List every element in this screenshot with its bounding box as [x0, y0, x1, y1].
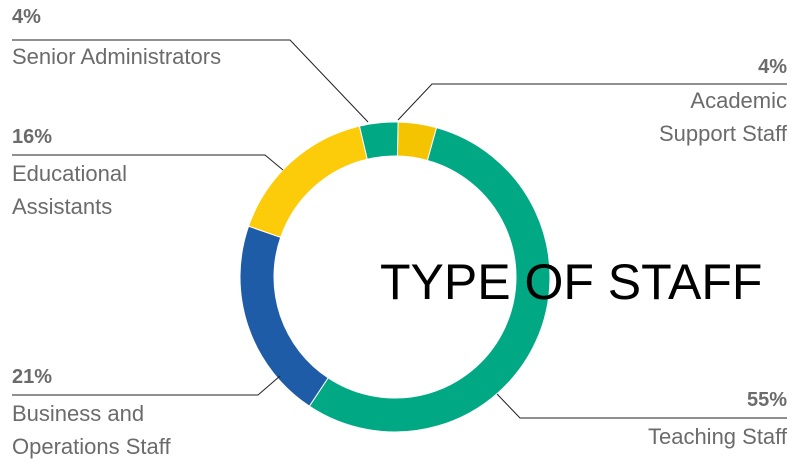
value-label: 4%	[758, 56, 787, 78]
leader-line	[12, 375, 281, 396]
category-label: Teaching Staff	[647, 424, 787, 449]
leader-line	[397, 83, 787, 121]
value-label: 55%	[746, 389, 787, 411]
value-label: 21%	[12, 366, 53, 388]
value-label: 16%	[12, 126, 53, 148]
value-label: 4%	[12, 6, 41, 28]
category-label: Business and Operations Staff	[12, 401, 171, 459]
donut-slice	[358, 121, 399, 160]
chart-title: TYPE OF STAFF	[380, 254, 763, 310]
category-label: Senior Administrators	[12, 44, 222, 69]
category-label: Academic Support Staff	[658, 88, 787, 146]
donut-slice	[247, 125, 368, 238]
donut-slice	[308, 127, 551, 433]
leader-line	[12, 154, 284, 171]
leader-line	[496, 393, 787, 419]
category-label: Educational Assistants	[12, 161, 127, 219]
leader-line	[12, 39, 369, 123]
donut-slice	[239, 225, 329, 407]
